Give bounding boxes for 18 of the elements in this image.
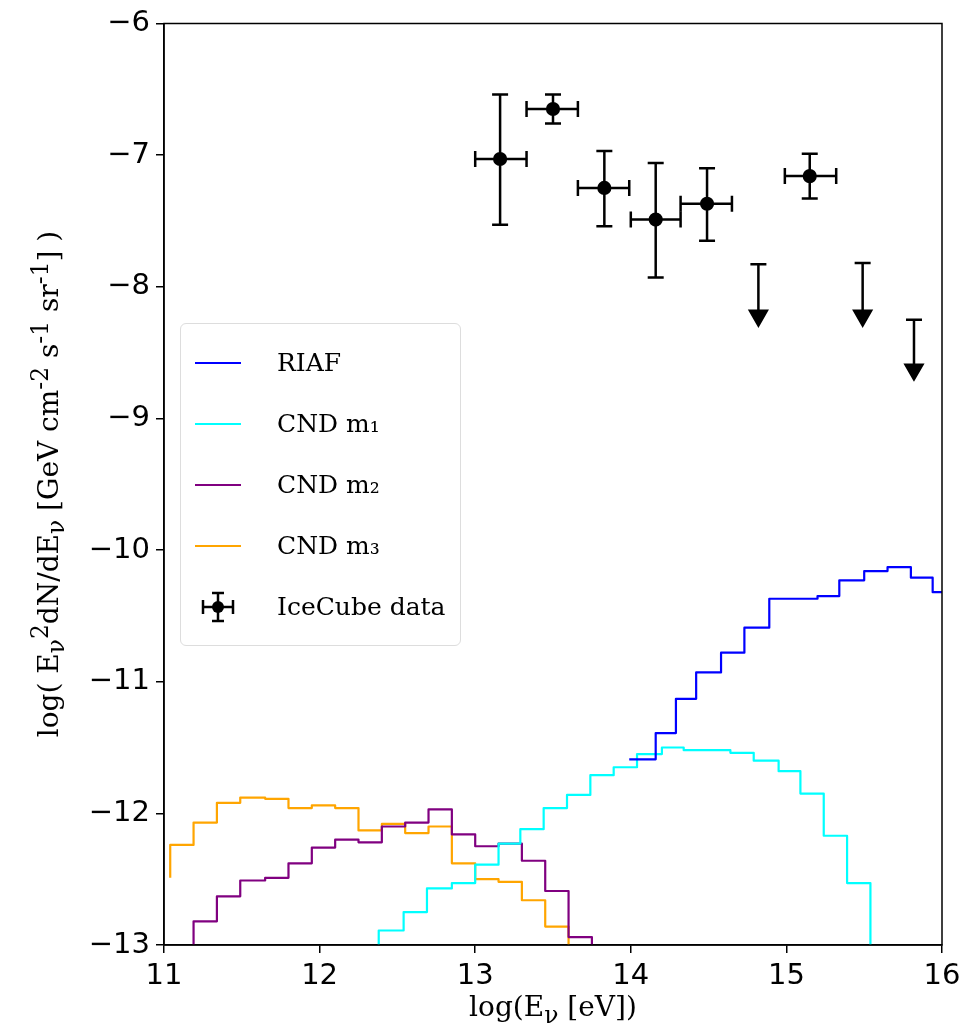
y-tick-label: −12: [88, 793, 150, 828]
legend-label: CND m₁: [277, 409, 380, 438]
x-tick-label: 13: [456, 956, 494, 991]
legend-label: IceCube data: [277, 592, 446, 621]
y-tick-label: −9: [107, 398, 150, 433]
x-tick-label: 14: [612, 956, 650, 991]
legend-label: CND m₂: [277, 470, 380, 499]
y-tick-label: −11: [88, 662, 150, 697]
legend-label: CND m₃: [277, 531, 380, 560]
y-tick-label: −6: [107, 3, 150, 38]
x-axis-title: log(E$_{ν}$ [eV]): [468, 990, 638, 1029]
x-tick-label: 15: [767, 956, 805, 991]
x-tick-label: 12: [301, 956, 339, 991]
legend-label: RIAF: [277, 348, 342, 377]
x-tick-label: 16: [923, 956, 961, 991]
y-tick-label: −10: [88, 530, 150, 565]
y-tick-label: −8: [107, 267, 150, 302]
y-tick-label: −7: [107, 135, 150, 170]
